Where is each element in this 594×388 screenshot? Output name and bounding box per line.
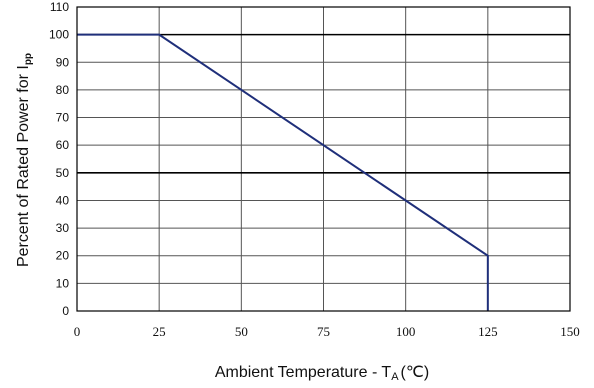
x-axis-title: Ambient Temperature - TA (℃) [215,364,429,383]
y-tick-labels: 0 10 20 30 40 50 60 70 80 90 100 110 [49,0,69,318]
x-tick-label-75: 75 [317,324,330,339]
x-axis-title-unit: (℃) [401,364,430,381]
x-axis-title-subscript: A [391,371,399,383]
y-tick-label-40: 40 [56,193,70,207]
y-tick-label-10: 10 [56,276,70,290]
x-tick-label-50: 50 [235,324,248,339]
x-tick-labels: 0 25 50 75 100 125 150 [74,324,580,339]
y-tick-label-100: 100 [49,28,69,42]
grid-layer [77,7,570,311]
x-axis-title-main: Ambient Temperature - T [215,364,392,381]
y-tick-label-80: 80 [56,83,70,97]
series-line-0 [77,33,489,311]
x-tick-label-100: 100 [396,324,416,339]
y-axis-title-subscript: pp [23,53,34,65]
x-tick-label-0: 0 [74,324,81,339]
y-tick-label-20: 20 [56,249,70,263]
y-tick-label-0: 0 [62,304,69,318]
x-tick-label-125: 125 [478,324,498,339]
y-tick-label-50: 50 [56,166,70,180]
y-tick-label-70: 70 [56,111,70,125]
x-tick-label-25: 25 [153,324,166,339]
y-tick-label-30: 30 [56,221,70,235]
y-tick-label-110: 110 [50,0,69,14]
y-tick-label-60: 60 [56,138,70,152]
y-tick-label-90: 90 [56,55,70,69]
plot-frame [76,6,571,312]
y-axis-title-main: Percent of Rated Power for I [15,65,32,267]
y-axis-title: Percent of Rated Power for Ipp [15,53,34,267]
x-tick-label-150: 150 [560,324,580,339]
